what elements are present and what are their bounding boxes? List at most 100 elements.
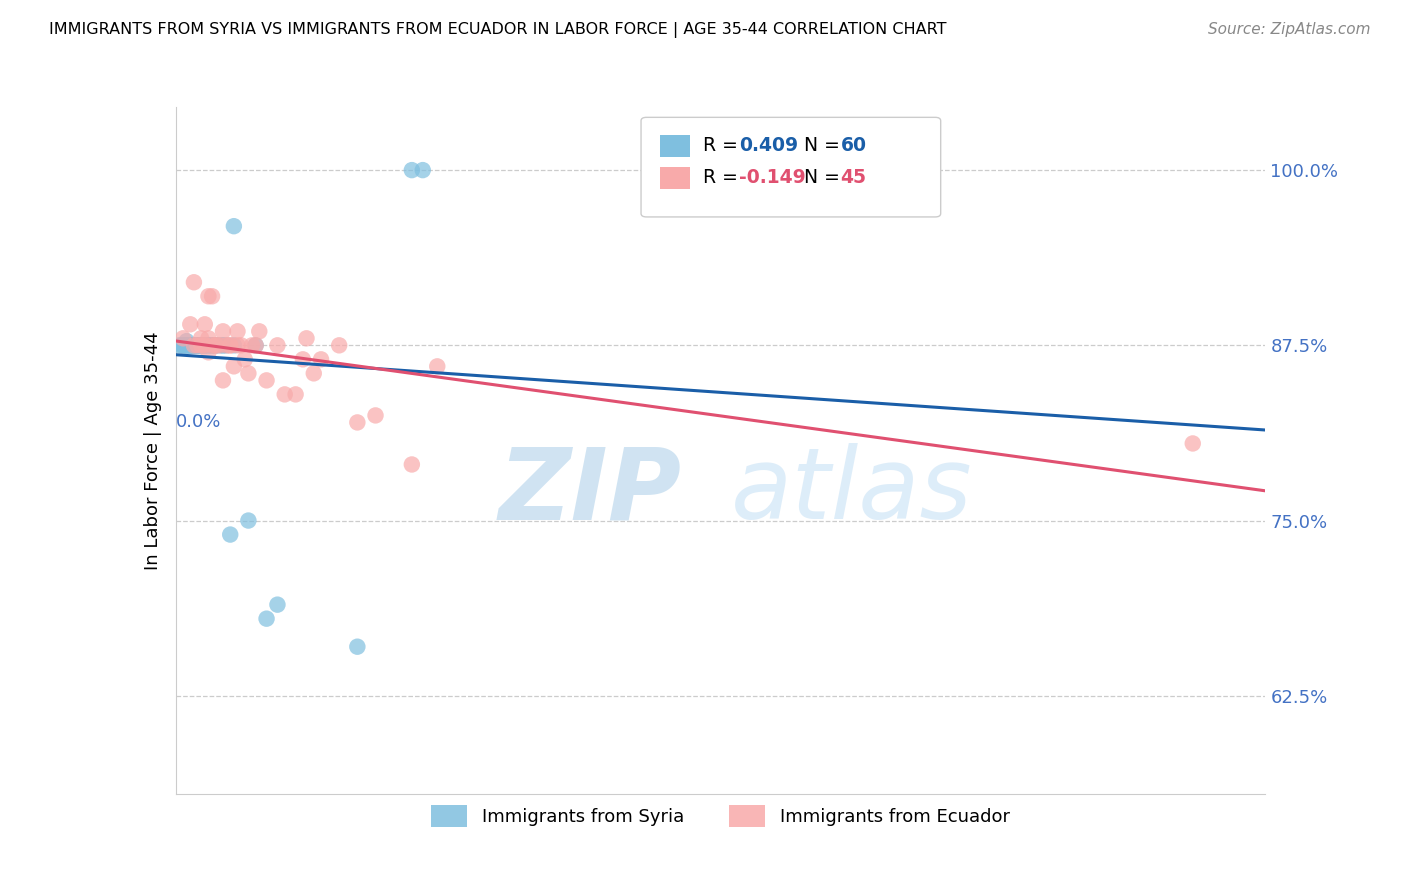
Text: ZIP: ZIP [498,443,682,541]
Point [179,338,201,352]
Text: R =: R = [703,136,744,155]
Point [183,338,205,352]
Point [190,338,212,352]
Point [183,338,205,352]
Point [266,338,288,352]
Point [170,338,193,352]
Point [183,338,205,352]
Point [179,338,201,352]
Point [1181,436,1204,450]
Point [302,367,325,381]
Point [291,352,314,367]
Point [208,338,231,352]
Point [204,338,226,352]
Point [183,338,205,352]
Point [256,373,278,387]
Point [219,338,242,352]
Point [176,338,198,352]
Point [201,289,224,303]
Point [201,338,224,352]
Point [176,334,198,348]
Point [179,338,201,352]
Text: N =: N = [804,136,846,155]
Point [215,338,238,352]
Point [412,163,434,178]
Point [309,352,332,367]
Point [212,324,235,338]
Point [190,338,212,352]
Point [186,338,209,352]
Text: Source: ZipAtlas.com: Source: ZipAtlas.com [1208,22,1371,37]
Point [212,373,235,387]
Point [219,527,242,541]
Point [201,338,224,352]
Point [194,338,217,352]
Point [233,352,256,367]
Point [247,324,270,338]
Point [179,318,201,332]
FancyBboxPatch shape [659,136,690,157]
Point [186,338,209,352]
Point [183,338,205,352]
Point [190,338,212,352]
Point [184,338,207,352]
Text: atlas: atlas [731,443,972,541]
Point [177,338,200,352]
Point [181,338,204,352]
Point [222,219,245,234]
Point [179,338,201,352]
Text: IMMIGRANTS FROM SYRIA VS IMMIGRANTS FROM ECUADOR IN LABOR FORCE | AGE 35-44 CORR: IMMIGRANTS FROM SYRIA VS IMMIGRANTS FROM… [49,22,946,38]
Point [231,338,253,352]
Point [186,338,209,352]
Point [201,338,224,352]
Point [179,338,201,352]
Point [172,338,194,352]
Point [238,367,260,381]
Point [240,338,263,352]
Text: 0.0%: 0.0% [176,413,221,431]
Point [190,331,212,345]
Point [245,338,267,352]
Point [197,338,219,352]
Point [212,338,235,352]
FancyBboxPatch shape [659,168,690,189]
Y-axis label: In Labor Force | Age 35-44: In Labor Force | Age 35-44 [143,331,162,570]
Point [172,331,194,345]
Point [197,331,219,345]
Point [208,338,231,352]
Point [401,163,423,178]
Point [238,514,260,528]
Point [215,338,238,352]
Point [183,338,205,352]
Point [201,338,224,352]
Point [194,338,217,352]
Point [190,338,212,352]
Point [284,387,307,401]
Point [245,338,267,352]
Point [194,338,217,352]
Point [274,387,297,401]
Text: -0.149: -0.149 [740,169,806,187]
Point [197,338,219,352]
Text: 0.409: 0.409 [740,136,799,155]
Point [401,458,423,472]
Point [256,612,278,626]
Point [222,338,245,352]
Point [328,338,350,352]
Text: 45: 45 [841,169,866,187]
Point [194,338,217,352]
Point [194,318,217,332]
Point [186,338,209,352]
Point [186,338,209,352]
Point [194,338,217,352]
Point [226,338,249,352]
Point [226,324,249,338]
Point [172,338,194,352]
Point [222,359,245,374]
Point [219,338,242,352]
Point [295,331,318,345]
Point [190,338,212,352]
Point [212,338,235,352]
Point [197,289,219,303]
Point [204,338,226,352]
